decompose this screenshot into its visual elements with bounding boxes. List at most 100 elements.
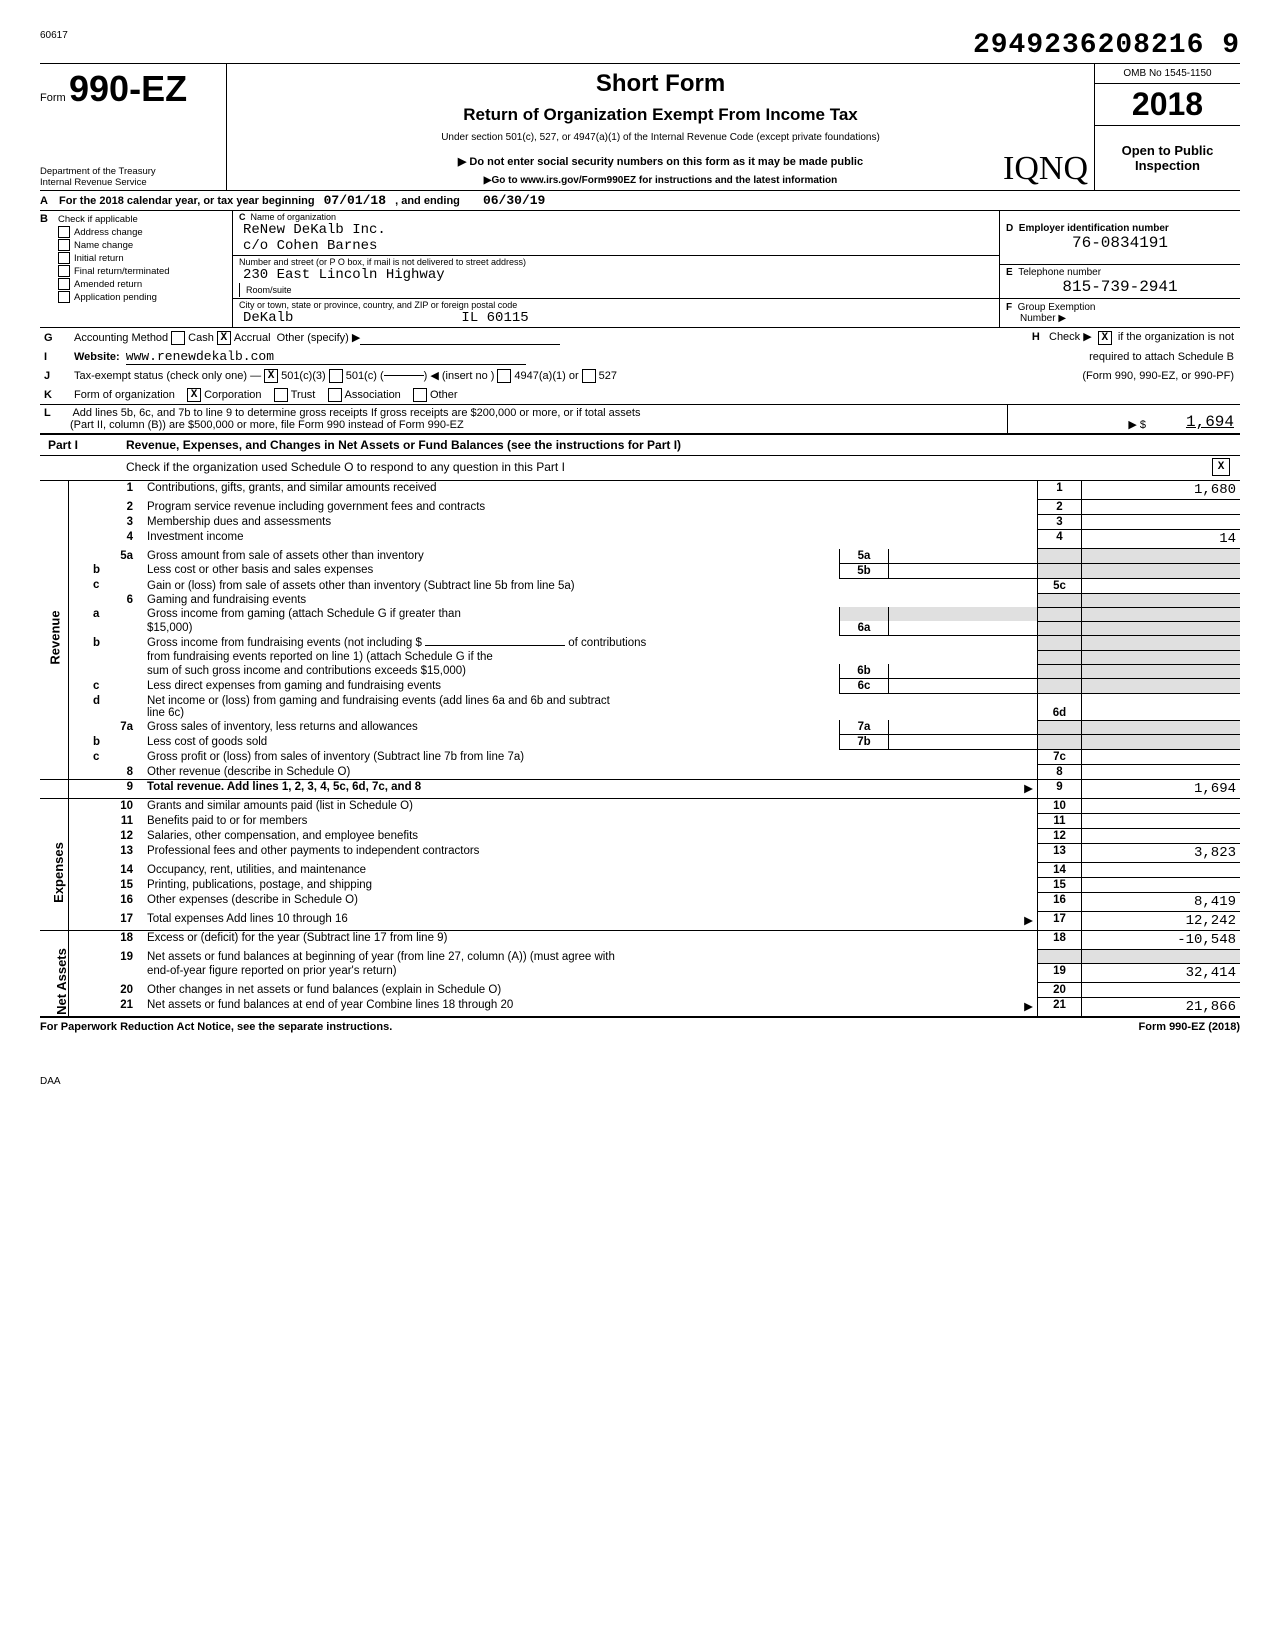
side-expenses: Expenses <box>51 842 66 903</box>
top-row: 60617 2949236208216 9 <box>40 30 1240 61</box>
val-11 <box>1082 814 1241 829</box>
title-sub: Return of Organization Exempt From Incom… <box>235 105 1086 125</box>
check-amended[interactable] <box>58 278 70 290</box>
val-15 <box>1082 878 1241 893</box>
val-8 <box>1082 765 1241 780</box>
row-h: H Check ▶ X if the organization is not <box>1032 330 1240 345</box>
val-4: 14 <box>1082 530 1241 549</box>
val-6d <box>1082 694 1241 721</box>
e-label: E Telephone number <box>1006 267 1234 278</box>
schedule-o-row: Check if the organization used Schedule … <box>40 456 1240 481</box>
room-suite: Room/suite <box>239 283 372 297</box>
org-name: ReNew DeKalb Inc. <box>239 222 993 238</box>
col-b-mid: C Name of organization ReNew DeKalb Inc.… <box>233 211 999 327</box>
part-i-header: Part I Revenue, Expenses, and Changes in… <box>40 435 1240 456</box>
rowA-prefix: For the 2018 calendar year, or tax year … <box>59 195 315 207</box>
row-g: G Accounting Method Cash XAccrual Other … <box>40 328 1240 347</box>
tax-year: 2018 <box>1095 84 1240 126</box>
side-netassets: Net Assets <box>54 948 69 1015</box>
check-527[interactable] <box>582 369 596 383</box>
val-10 <box>1082 799 1241 814</box>
part-title: Revenue, Expenses, and Changes in Net As… <box>126 438 1240 452</box>
addr: 230 East Lincoln Highway <box>239 267 993 283</box>
rowA-begin: 07/01/18 <box>318 193 392 208</box>
check-trust[interactable] <box>274 388 288 402</box>
dept2: Internal Revenue Service <box>40 177 220 188</box>
handwritten-initials: IQNQ <box>1003 150 1088 188</box>
col-b-checkboxes: B Check if applicable Address change Nam… <box>40 211 233 327</box>
val-19: 32,414 <box>1082 964 1241 983</box>
part-label: Part I <box>40 438 126 452</box>
check-name-change[interactable] <box>58 239 70 251</box>
title-note: Under section 501(c), 527, or 4947(a)(1)… <box>235 132 1086 143</box>
row-l: L Add lines 5b, 6c, and 7b to line 9 to … <box>40 405 1240 435</box>
rowA-end: 06/30/19 <box>463 193 545 208</box>
open2: Inspection <box>1099 158 1236 173</box>
header-right: OMB No 1545-1150 2018 Open to Public Ins… <box>1094 64 1240 190</box>
check-corp[interactable]: X <box>187 388 201 402</box>
val-7c <box>1082 750 1241 765</box>
check-assoc[interactable] <box>328 388 342 402</box>
care-of: c/o Cohen Barnes <box>239 238 993 254</box>
omb: OMB No 1545-1150 <box>1095 64 1240 84</box>
val-16: 8,419 <box>1082 893 1241 912</box>
check-cash[interactable] <box>171 331 185 345</box>
form-number: 990-EZ <box>69 68 187 109</box>
val-14 <box>1082 863 1241 878</box>
val-17: 12,242 <box>1082 912 1241 931</box>
check-accrual[interactable]: X <box>217 331 231 345</box>
check-501c3[interactable]: X <box>264 369 278 383</box>
header-left: Form 990-EZ Department of the Treasury I… <box>40 64 227 190</box>
city: DeKalb IL 60115 <box>239 310 993 326</box>
open-public: Open to Public Inspection <box>1095 126 1240 190</box>
header-mid: Short Form Return of Organization Exempt… <box>227 64 1094 190</box>
val-3 <box>1082 515 1241 530</box>
row-j: J Tax-exempt status (check only one) — X… <box>40 366 1240 385</box>
d-label: D Employer identification number <box>1006 223 1234 234</box>
open1: Open to Public <box>1099 143 1236 158</box>
check-final-return[interactable] <box>58 265 70 277</box>
check-4947[interactable] <box>497 369 511 383</box>
val-1: 1,680 <box>1082 481 1241 500</box>
check-initial-return[interactable] <box>58 252 70 264</box>
form-page: 60617 2949236208216 9 Form 990-EZ Depart… <box>40 30 1240 1087</box>
dln: 2949236208216 9 <box>973 30 1240 61</box>
val-18: -10,548 <box>1082 931 1241 950</box>
f-sub: Number ▶ <box>1006 313 1234 324</box>
form-prefix: Form <box>40 92 66 104</box>
daa: DAA <box>40 1076 1240 1087</box>
check-h[interactable]: X <box>1098 331 1112 345</box>
table-990: Revenue 1 Contributions, gifts, grants, … <box>40 481 1240 1018</box>
row-k: K Form of organization XCorporation Trus… <box>40 385 1240 405</box>
col-b-right: D Employer identification number 76-0834… <box>999 211 1240 327</box>
check-501c[interactable] <box>329 369 343 383</box>
val-9: 1,694 <box>1082 780 1241 799</box>
val-5c <box>1082 578 1241 593</box>
val-2 <box>1082 500 1241 515</box>
title-warn: ▶ Do not enter social security numbers o… <box>235 155 1086 168</box>
check-address-change[interactable] <box>58 226 70 238</box>
side-revenue: Revenue <box>48 610 63 664</box>
c-label: C Name of organization <box>239 212 993 222</box>
title-link: ▶Go to www.irs.gov/Form990EZ for instruc… <box>235 175 1086 186</box>
row-i: I Website: www.renewdekalb.com required … <box>40 347 1240 366</box>
val-13: 3,823 <box>1082 844 1241 863</box>
form-header: Form 990-EZ Department of the Treasury I… <box>40 63 1240 191</box>
footer-left: For Paperwork Reduction Act Notice, see … <box>40 1021 392 1033</box>
footer-right: Form 990-EZ (2018) <box>1139 1021 1241 1033</box>
ein: 76-0834191 <box>1006 234 1234 252</box>
footer: For Paperwork Reduction Act Notice, see … <box>40 1018 1240 1036</box>
f-label: F Group Exemption <box>1006 302 1234 313</box>
val-12 <box>1082 829 1241 844</box>
check-other[interactable] <box>413 388 427 402</box>
city-label: City or town, state or province, country… <box>239 300 993 310</box>
check-app-pending[interactable] <box>58 291 70 303</box>
website: www.renewdekalb.com <box>126 349 526 365</box>
dept1: Department of the Treasury <box>40 166 220 177</box>
val-20 <box>1082 983 1241 998</box>
addr-label: Number and street (or P O box, if mail i… <box>239 257 993 267</box>
gross-receipts: 1,694 <box>1146 413 1234 431</box>
check-schedule-o[interactable]: X <box>1212 458 1230 476</box>
val-21: 21,866 <box>1082 998 1241 1018</box>
rowA-mid: , and ending <box>395 195 460 207</box>
